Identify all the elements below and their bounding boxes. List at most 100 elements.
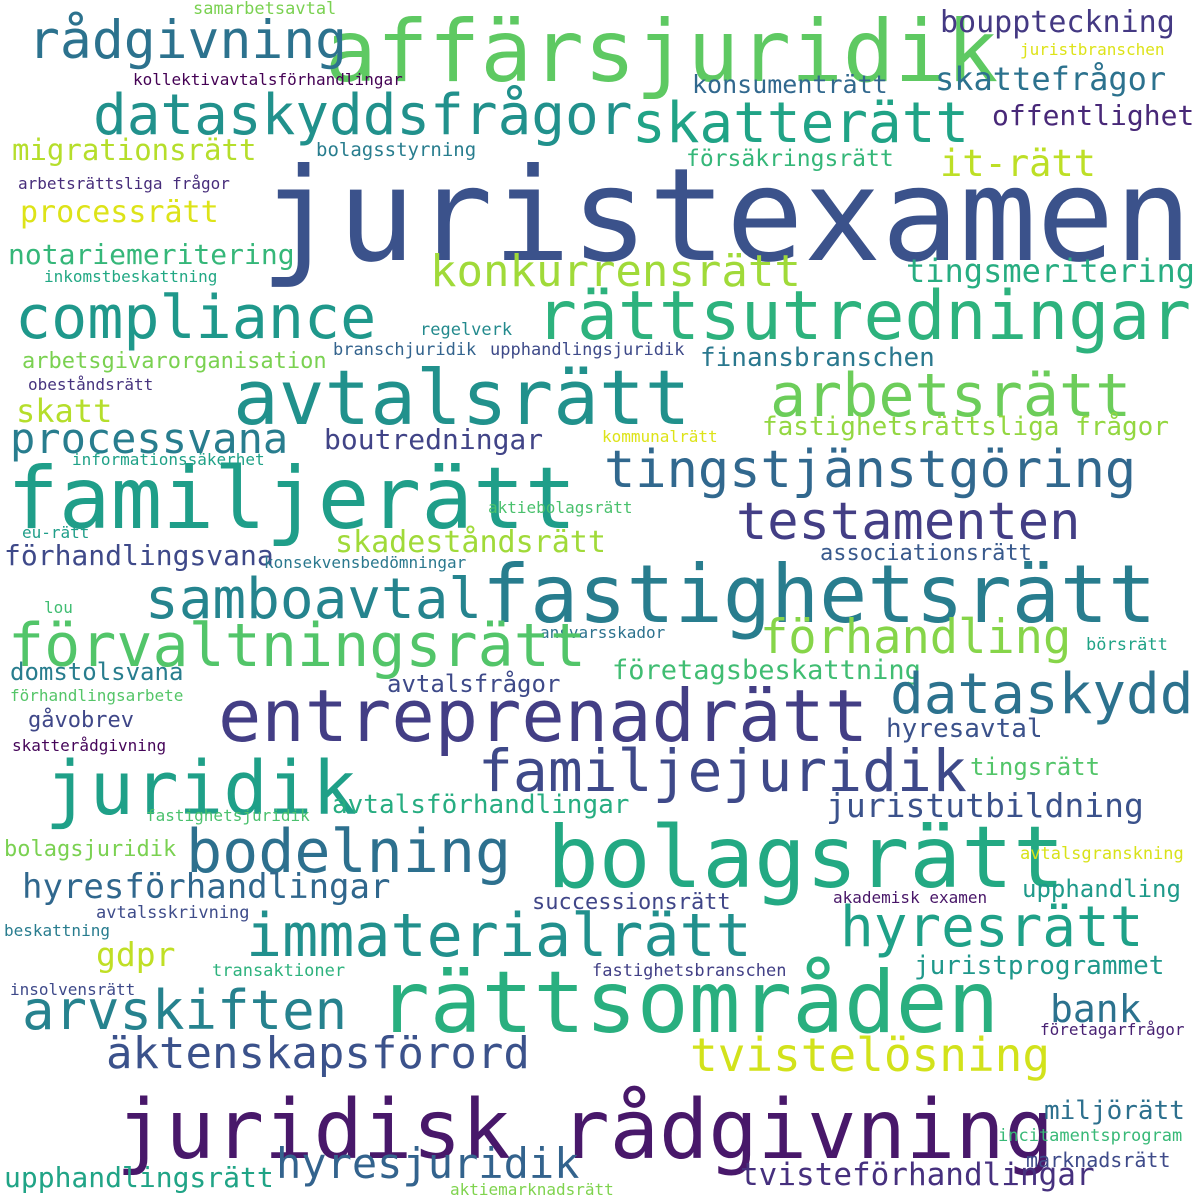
word: offentlighet — [992, 99, 1195, 132]
word: notariemeritering — [8, 238, 295, 271]
word: juridik — [45, 746, 357, 832]
word: gåvobrev — [28, 708, 134, 733]
word: aktiebolagsrätt — [488, 498, 633, 517]
word: associationsrätt — [820, 541, 1032, 566]
word: juristprogrammet — [914, 951, 1165, 981]
word: upphandlingsjuridik — [490, 340, 685, 360]
word: juristbranschen — [1020, 40, 1165, 59]
word: arbetsgivarorganisation — [22, 349, 327, 374]
word: fastighetsrätt — [482, 548, 1157, 641]
word: finansbranschen — [700, 343, 935, 373]
word: arbetsrättsliga frågor — [18, 174, 230, 193]
word: hyresförhandlingar — [22, 867, 391, 907]
word: företagarfrågor — [1040, 1020, 1185, 1039]
word: gdpr — [96, 935, 176, 974]
word: avtalsgranskning — [1020, 844, 1184, 864]
word: familjejuridik — [478, 737, 967, 805]
word: akademisk examen — [833, 888, 988, 907]
word: äktenskapsförord — [106, 1028, 530, 1079]
word: migrationsrätt — [12, 133, 257, 167]
word: tvistelösning — [690, 1028, 1051, 1082]
word: affärsjuridik — [325, 2, 999, 102]
word: skatterätt — [632, 91, 970, 156]
word: immaterialrätt — [246, 901, 752, 971]
word: fastighetsrättsliga frågor — [762, 412, 1169, 442]
word: skadeståndsrätt — [335, 525, 606, 560]
word: eu-rätt — [22, 523, 90, 542]
word: skatterådgivning — [12, 736, 167, 755]
word: rättsområden — [378, 953, 1000, 1053]
word: rättsutredningar — [536, 277, 1192, 356]
word: bolagsrätt — [547, 808, 1065, 908]
word: upphandlingsrätt — [4, 1161, 274, 1194]
word: avtalsrätt — [233, 353, 691, 442]
word: processrätt — [20, 195, 219, 230]
word: kollektivavtalsförhandlingar — [133, 70, 403, 89]
word: hyresjuridik — [276, 1139, 580, 1188]
word: förhandlingsarbete — [10, 686, 184, 705]
word: rådgivning — [28, 10, 348, 71]
word: domstolsvana — [10, 658, 184, 686]
word: tingsmeritering — [906, 252, 1195, 290]
word: lou — [44, 598, 73, 617]
word: fastighetsjuridik — [146, 806, 310, 825]
word: bodelning — [186, 817, 512, 887]
word: förhandling — [760, 610, 1072, 665]
word: avtalsskrivning — [96, 903, 250, 923]
word: konsumenträtt — [692, 70, 888, 99]
word: förvaltningsrätt — [8, 611, 586, 681]
word: it-rätt — [940, 142, 1096, 185]
word: juristutbildning — [826, 786, 1144, 825]
word: compliance — [15, 283, 377, 353]
word: kommunalrätt — [602, 427, 718, 446]
word: informationssäkerhet — [72, 450, 265, 469]
word: arvskiften — [22, 979, 348, 1042]
word: ansvarsskador — [540, 623, 666, 642]
word: bolagsjuridik — [4, 837, 177, 862]
word: incitamentsprogram — [998, 1126, 1183, 1146]
word: inkomstbeskattning — [44, 267, 218, 286]
word: försäkringsrätt — [686, 146, 894, 172]
word: juridisk rådgivning — [116, 1083, 1054, 1178]
word: insolvensrätt — [10, 980, 136, 999]
word: konsekvensbedömningar — [264, 553, 467, 572]
word: dataskydd — [890, 662, 1194, 727]
word: successionsrätt — [532, 890, 731, 915]
word: fastighetsbranschen — [592, 961, 787, 981]
word: hyresrätt — [840, 895, 1144, 960]
word: tingsrätt — [970, 753, 1101, 781]
word: upphandling — [1022, 875, 1181, 903]
word: familjerätt — [7, 449, 577, 549]
word: aktiemarknadsrätt — [450, 1180, 614, 1199]
word: avtalsförhandlingar — [332, 790, 630, 820]
word: branschjuridik — [333, 340, 477, 360]
word: samboavtal — [145, 567, 483, 632]
word: bouppteckning — [940, 5, 1175, 40]
word: tvisteförhandlingar — [740, 1157, 1095, 1193]
word: beskattning — [4, 921, 110, 940]
word: hyresavtal — [886, 714, 1043, 744]
word: konkurrensrätt — [430, 246, 801, 297]
word: samarbetsavtal — [193, 0, 337, 19]
word: skatt — [16, 392, 113, 430]
word: skattefrågor — [935, 60, 1167, 98]
word: marknadsrätt — [1026, 1148, 1171, 1172]
word: obeståndsrätt — [28, 375, 154, 394]
word: avtalsfrågor — [387, 670, 561, 698]
word: företagsbeskattning — [612, 655, 921, 686]
word: regelverk — [420, 320, 513, 340]
word: transaktioner — [212, 961, 346, 981]
word: testamenten — [736, 492, 1081, 552]
word: förhandlingsvana — [4, 539, 274, 572]
word: bank — [1050, 987, 1142, 1031]
word: miljörätt — [1044, 1096, 1185, 1126]
word: juristexamen — [260, 141, 1192, 291]
word: entreprenadrätt — [218, 674, 869, 758]
word: bolagsstyrning — [316, 139, 477, 161]
word: boutredningar — [324, 423, 544, 456]
word: dataskyddsfrågor — [93, 83, 633, 148]
word: tingstjänstgöring — [604, 440, 1137, 500]
word: arbetsrätt — [770, 361, 1132, 431]
word: processvana — [10, 414, 289, 463]
